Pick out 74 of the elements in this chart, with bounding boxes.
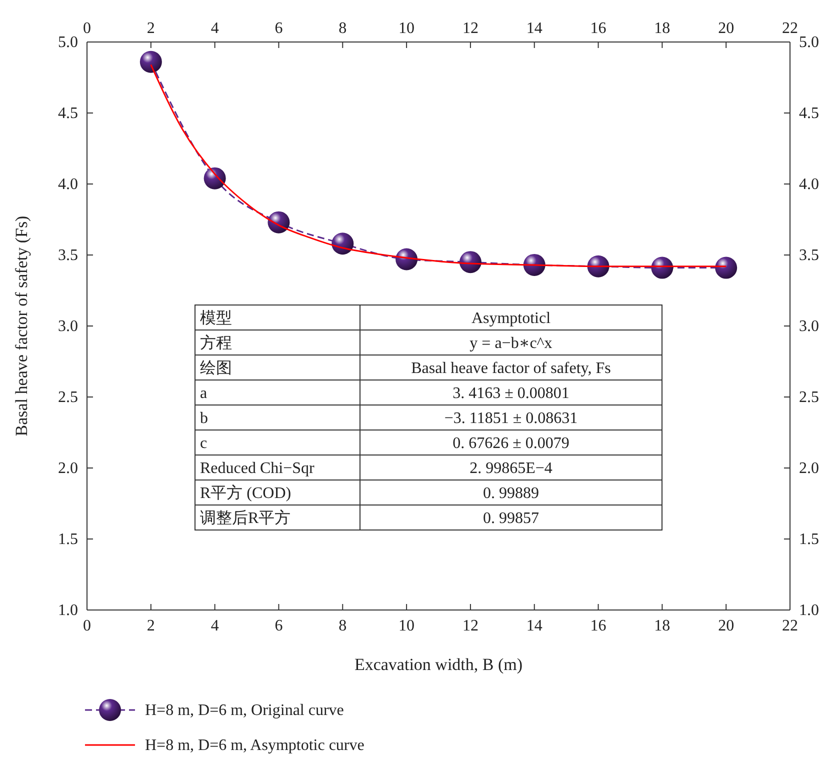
x-tick-label: 0	[83, 20, 91, 37]
x2-tick-label: 16	[590, 617, 606, 634]
x2-tick-label: 0	[83, 617, 91, 634]
annotation: 3. 4163 ± 0.00801	[452, 385, 570, 402]
annotation: R平方 (COD)	[200, 484, 292, 502]
x2-tick-label: 22	[782, 617, 798, 634]
point	[715, 256, 738, 279]
x-tick-label: 6	[274, 20, 283, 37]
point	[459, 251, 482, 274]
annotation: Reduced Chi−Sqr	[200, 460, 316, 477]
y2-tick-label: 4.0	[799, 176, 819, 194]
y-tick-label: 3.5	[58, 247, 78, 264]
y2-tick-label: 4.5	[799, 105, 819, 122]
point	[523, 254, 546, 276]
y2-tick-label: 3.0	[799, 318, 819, 336]
annotation: 0. 99857	[483, 510, 539, 527]
y-tick-label: 2.0	[58, 460, 78, 478]
x-tick-label: 12	[462, 20, 478, 37]
annotation: a	[200, 385, 208, 402]
x2-tick-label: 14	[526, 617, 542, 634]
x2-tick-label: 6	[274, 617, 283, 634]
annotation: 方程	[200, 334, 232, 352]
x2-tick-label: 18	[654, 617, 670, 634]
point	[332, 232, 354, 255]
x-tick-label: 10	[398, 20, 415, 37]
x-tick-label: 8	[338, 20, 347, 37]
point	[140, 50, 162, 73]
point	[204, 167, 226, 190]
x-tick-label: 2	[146, 20, 155, 37]
x-tick-label: 22	[782, 20, 798, 37]
x-tick-label: 18	[654, 20, 670, 37]
y2-tick-label: 5.0	[799, 34, 819, 52]
point	[651, 256, 674, 279]
x-axis-title: Excavation width, B (m)	[354, 655, 523, 674]
y-tick-label: 3.0	[58, 318, 78, 336]
x2-tick-label: 4	[210, 617, 219, 634]
y2-tick-label: 2.5	[799, 389, 819, 406]
annotation: c	[200, 435, 208, 452]
y-tick-label: 2.5	[58, 389, 78, 406]
x2-tick-label: 8	[338, 617, 347, 634]
x-tick-label: 14	[526, 20, 542, 37]
annotation: −3. 11851 ± 0.08631	[444, 410, 578, 427]
annotation: 调整后R平方	[200, 509, 291, 527]
x2-tick-label: 10	[398, 617, 415, 634]
point	[268, 211, 290, 234]
annotation: Asymptoticl	[471, 310, 552, 327]
legend-label: H=8 m, D=6 m, Original curve	[145, 702, 344, 719]
annotation: 模型	[200, 309, 232, 327]
y-tick-label: 4.0	[58, 176, 78, 194]
y-tick-label: 5.0	[58, 34, 78, 52]
x2-tick-label: 20	[718, 617, 734, 634]
x2-tick-label: 2	[146, 617, 155, 634]
y2-tick-label: 2.0	[799, 460, 819, 478]
point	[587, 255, 610, 278]
annotation: 0. 99889	[483, 485, 539, 502]
y-tick-label: 1.0	[58, 602, 78, 620]
point	[396, 248, 418, 270]
y-tick-label: 1.5	[58, 531, 78, 548]
x-tick-label: 4	[210, 20, 219, 37]
annotation: Basal heave factor of safety, Fs	[411, 360, 611, 377]
x-tick-label: 16	[590, 20, 606, 37]
legend-label: H=8 m, D=6 m, Asymptotic curve	[145, 737, 364, 754]
annotation: 绘图	[200, 360, 232, 377]
y2-tick-label: 3.5	[799, 247, 819, 264]
y2-tick-label: 1.0	[799, 602, 819, 620]
y-axis-title: Basal heave factor of safety (Fs)	[12, 216, 31, 436]
y-tick-label: 4.5	[58, 105, 78, 122]
y2-tick-label: 1.5	[799, 531, 819, 548]
annotation: b	[200, 410, 208, 427]
annotation: y = a−b∗c^x	[470, 335, 552, 352]
annotation: 2. 99865E−4	[470, 460, 552, 477]
annotation: 0. 67626 ± 0.0079	[452, 435, 570, 452]
x-tick-label: 20	[718, 20, 734, 37]
x2-tick-label: 12	[462, 617, 478, 634]
